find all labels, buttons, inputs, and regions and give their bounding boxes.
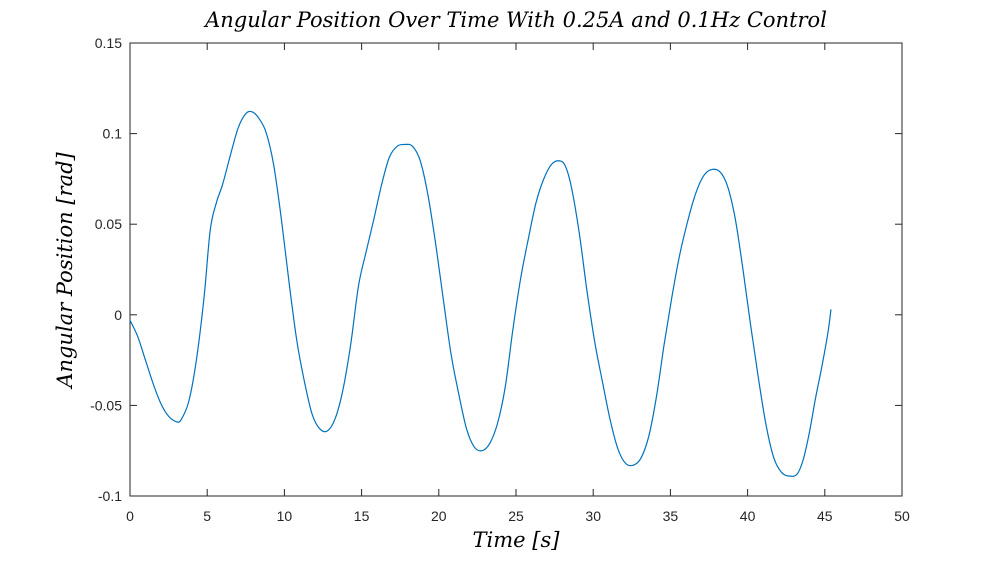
y-tick-label: -0.1 [98,488,122,504]
y-tick-label: 0 [114,307,122,323]
y-tick-label: 0.05 [95,216,122,232]
y-tick-label: -0.05 [90,397,122,413]
x-tick-label: 35 [663,508,679,524]
x-tick-label: 0 [126,508,134,524]
x-tick-label: 15 [354,508,370,524]
x-tick-label: 25 [508,508,524,524]
y-tick-label: 0.1 [103,126,123,142]
x-tick-label: 5 [203,508,211,524]
plot-area [129,42,903,497]
x-tick-label: 45 [817,508,833,524]
y-tick-label: 0.15 [95,35,122,51]
x-tick-label: 20 [431,508,447,524]
series-line [129,110,832,477]
chart-title: Angular Position Over Time With 0.25A an… [203,8,827,32]
x-tick-label: 10 [277,508,293,524]
x-tick-label: 50 [894,508,910,524]
x-tick-label: 30 [585,508,601,524]
y-axis-label: Angular Position [rad] [53,151,77,389]
ticks-layer [129,42,903,497]
x-axis-label: Time [s] [473,528,561,552]
tick-labels-layer: 0 5 10 15 20 25 30 35 40 45 50 -0.1 -0.05 0 0.05 0.1 0.1… [90,35,910,524]
x-tick-label: 40 [740,508,756,524]
